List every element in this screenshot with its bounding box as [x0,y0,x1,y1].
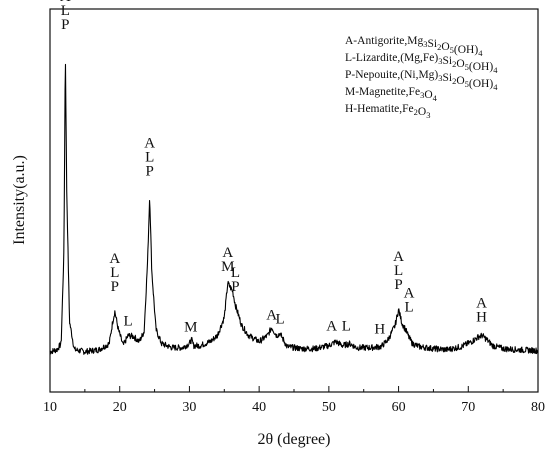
peak-label: A [109,251,120,267]
peak-label: L [342,319,351,335]
y-axis-label: Intensity(a.u.) [11,155,28,245]
peak-label: L [231,265,240,281]
legend-entry-P: P-Nepouite,(Ni,Mg)3Si2O5(OH)4 [345,69,498,92]
x-tick-label: 60 [392,400,406,415]
x-tick-label: 30 [182,400,196,415]
x-tick-label: 70 [461,400,475,415]
peak-label: L [145,149,154,165]
x-axis-label: 2θ (degree) [258,431,331,448]
peak-label: P [61,17,69,33]
peak-annotations: ALPALPALPLMAMLPALALHALPALAH [60,0,487,338]
peak-label: A [326,319,337,335]
peak-label: P [111,279,119,295]
peak-label: M [184,320,197,336]
x-tick-label: 10 [43,400,57,415]
peak-label: L [61,3,70,19]
legend-entry-A: A-Antigorite,Mg3Si2O5(OH)4 [345,35,483,58]
x-tick-label: 50 [322,400,336,415]
peak-label: L [394,263,403,279]
x-tick-label: 40 [252,400,266,415]
peak-label: H [476,309,487,325]
peak-label: A [60,0,71,5]
peak-label: H [374,322,385,338]
peak-label: L [110,265,119,281]
peak-label: L [275,311,284,327]
peak-label: A [404,285,415,301]
legend-entry-M: M-Magnetite,Fe3O4 [345,86,438,103]
peak-label: A [266,307,277,323]
legend-entry-L: L-Lizardite,(Mg,Fe)3Si2O5(OH)4 [345,52,498,75]
x-axis-ticks: 10 20 30 40 50 60 70 80 [43,386,545,415]
series-layer [49,63,539,355]
legend: A-Antigorite,Mg3Si2O5(OH)4L-Lizardite,(M… [345,35,498,120]
x-tick-label: 20 [113,400,127,415]
peak-label: P [394,277,402,293]
legend-entry-H: H-Hematite,Fe2O3 [345,103,430,120]
peak-label: A [476,295,487,311]
peak-label: P [231,279,239,295]
peak-label: A [393,249,404,265]
peak-label: L [404,299,413,315]
peak-label: L [123,313,132,329]
peak-label: P [146,163,154,179]
peak-label: A [144,135,155,151]
peak-label: M [221,259,234,275]
peak-label: A [222,245,233,261]
xrd-series-line [49,63,539,355]
x-tick-label: 80 [531,400,545,415]
